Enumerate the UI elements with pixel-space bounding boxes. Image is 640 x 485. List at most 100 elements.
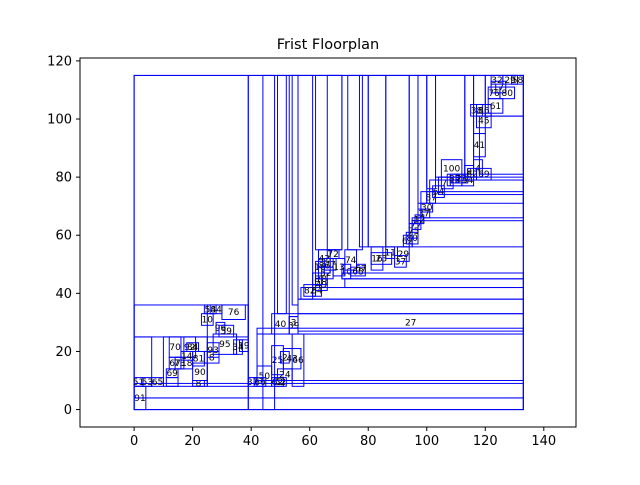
room-label: 8: [209, 353, 215, 363]
y-tick-label: 60: [55, 229, 72, 244]
room-label: 69: [166, 369, 178, 379]
floorplan-rooms: 9151536569677073189214348189089395965910…: [133, 74, 524, 411]
room-label: 25: [272, 356, 283, 366]
room-rect: [437, 176, 524, 196]
room-label: 24: [279, 371, 291, 381]
room-rect: [476, 112, 492, 129]
room-label: 91: [134, 394, 145, 404]
room-rect: [449, 173, 460, 184]
room-rect: [499, 86, 516, 100]
room-label: 45: [478, 116, 489, 126]
room-rect: [218, 324, 235, 338]
room-label: 75: [408, 227, 419, 237]
chart-title: Frist Floorplan: [277, 37, 380, 53]
room-label: 76: [488, 89, 500, 99]
room-label: 78: [316, 275, 328, 285]
room-label: 8: [196, 379, 202, 389]
room-label: 59: [221, 327, 233, 337]
room-label: 30: [421, 204, 433, 214]
room-label: 52: [275, 378, 286, 388]
room-label: 29: [398, 250, 410, 260]
room-label: 2: [282, 353, 288, 363]
room-label: 27: [405, 318, 416, 328]
x-tick-label: 20: [184, 434, 201, 449]
room-label: 51: [133, 378, 144, 388]
room-label: 49: [316, 281, 328, 291]
room-label: 34: [232, 343, 244, 353]
room-label: 62: [402, 237, 413, 247]
room-label: 13: [449, 176, 460, 186]
y-tick-label: 40: [55, 287, 72, 302]
room-label: 3: [291, 318, 297, 328]
room-label: 73: [174, 359, 185, 369]
room-label: 37: [247, 378, 258, 388]
room-label: 86: [478, 106, 490, 116]
room-label: 77: [411, 220, 422, 230]
room-label: 10: [202, 315, 214, 325]
room-label: 74: [345, 256, 357, 266]
x-tick-label: 80: [360, 434, 377, 449]
x-tick-label: 120: [473, 434, 498, 449]
room-label: 16: [314, 263, 326, 273]
room-rect: [277, 74, 287, 315]
room-rect: [326, 74, 343, 251]
room-label: 16: [371, 254, 383, 264]
room-label: 61: [490, 102, 501, 112]
room-rect: [233, 339, 243, 355]
room-rect: [262, 74, 276, 411]
room-label: 13: [333, 263, 344, 273]
room-label: 14: [181, 352, 193, 362]
room-label: 100: [443, 164, 460, 174]
room-label: 39: [288, 321, 300, 331]
room-label: 82: [304, 286, 315, 296]
room-label: 37: [395, 257, 406, 267]
room-label: 80: [502, 89, 514, 99]
room-label: 42: [319, 254, 330, 264]
room-label: 17: [493, 83, 504, 93]
x-tick-label: 140: [531, 434, 556, 449]
y-tick-label: 20: [55, 345, 72, 360]
y-tick-label: 100: [47, 113, 72, 128]
room-label: 19: [238, 342, 250, 352]
room-label: 62: [272, 378, 283, 388]
room-label: 40: [275, 320, 287, 330]
room-label: 70: [169, 343, 181, 353]
x-axis: 0 20 40 60 80 100 120 140: [130, 427, 556, 449]
room-rect: [256, 327, 524, 335]
room-label: 52: [320, 269, 331, 279]
room-rect: [478, 115, 524, 175]
room-label: 72: [327, 250, 338, 260]
room-rect: [297, 74, 314, 300]
x-tick-label: 40: [243, 434, 260, 449]
room-label: 50: [259, 372, 271, 382]
room-label: 37: [418, 209, 429, 219]
room-rect: [174, 356, 185, 370]
room-label: 81: [193, 355, 204, 365]
room-label: 4: [475, 164, 481, 174]
y-axis: 0 20 40 60 80 100 120: [47, 54, 80, 418]
room-label: 54: [462, 176, 474, 186]
room-label: 34: [187, 343, 199, 353]
room-rect: [420, 191, 524, 219]
room-rect: [347, 74, 363, 251]
room-label: 8: [314, 275, 320, 285]
y-tick-label: 80: [55, 171, 72, 186]
room-rect: [414, 214, 425, 225]
room-label: 65: [152, 378, 163, 388]
room-label: 23: [376, 254, 387, 264]
room-label: 66: [292, 356, 304, 366]
room-label: 87: [425, 193, 436, 203]
room-label: 58: [512, 76, 524, 86]
y-tick-label: 0: [64, 403, 72, 418]
room-label: 96: [215, 324, 227, 334]
room-label: 69: [478, 170, 490, 180]
y-tick-label: 120: [47, 54, 72, 69]
room-label: 11: [384, 249, 395, 259]
room-rect: [411, 220, 524, 248]
room-rect: [215, 321, 226, 335]
x-tick-label: 0: [130, 434, 138, 449]
room-label: 29: [504, 76, 516, 86]
